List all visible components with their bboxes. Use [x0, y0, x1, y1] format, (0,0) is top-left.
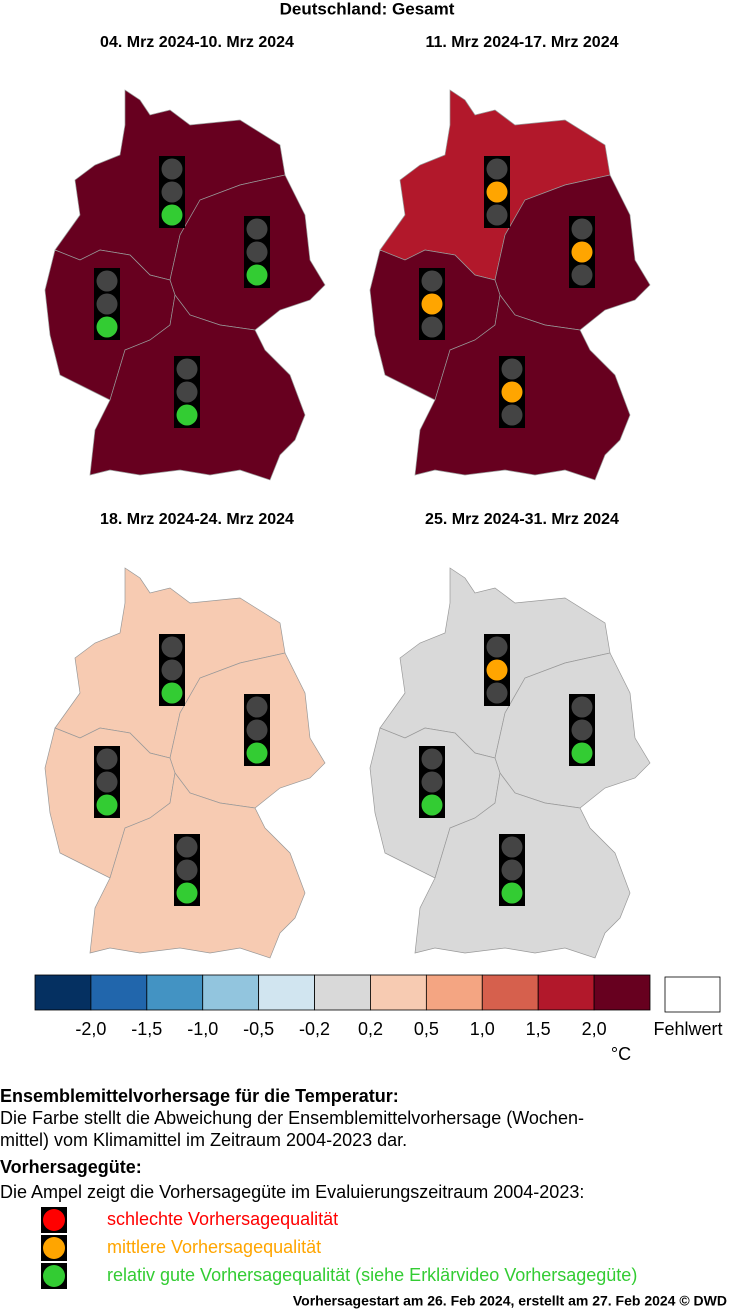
lamp — [501, 836, 523, 858]
footer: Vorhersagestart am 26. Feb 2024, erstell… — [293, 1293, 727, 1309]
description-line: Die Farbe stellt die Abweichung der Ense… — [0, 1108, 584, 1128]
lamp — [176, 882, 198, 904]
colorbar-label: -0,5 — [243, 1019, 274, 1039]
lamp — [96, 771, 118, 793]
description-heading: Ensemblemittelvorhersage für die Tempera… — [0, 1086, 399, 1106]
lamp — [96, 316, 118, 338]
missing-box — [664, 976, 721, 1013]
lamp — [571, 218, 593, 240]
lamp — [501, 859, 523, 881]
legend-label: mittlere Vorhersagequalität — [107, 1237, 321, 1257]
lamp — [571, 264, 593, 286]
colorbar-box — [481, 974, 539, 1011]
lamp — [571, 742, 593, 764]
lamp — [571, 719, 593, 741]
lamp — [421, 293, 443, 315]
lamp — [421, 794, 443, 816]
lamp — [96, 748, 118, 770]
colorbar-box — [314, 974, 371, 1011]
colorbar-label: 2,0 — [582, 1019, 607, 1039]
lamp — [486, 204, 508, 226]
lamp — [96, 293, 118, 315]
lamp — [501, 882, 523, 904]
lamp — [176, 859, 198, 881]
lamp — [246, 742, 268, 764]
colorbar-label: -1,5 — [131, 1019, 162, 1039]
colorbar-label: -0,2 — [299, 1019, 330, 1039]
legend-lamp — [43, 1265, 65, 1287]
quality-intro: Die Ampel zeigt die Vorhersagegüte im Ev… — [0, 1182, 584, 1202]
lamp — [501, 381, 523, 403]
colorbar-box — [425, 974, 483, 1011]
description-line: mittel) vom Klimamittel im Zeitraum 2004… — [0, 1130, 407, 1150]
lamp — [421, 748, 443, 770]
lamp — [501, 358, 523, 380]
colorbar-label: -2,0 — [75, 1019, 106, 1039]
colorbar-label: 0,2 — [358, 1019, 383, 1039]
quality-heading: Vorhersagegüte: — [0, 1157, 142, 1177]
colorbar-box — [202, 974, 260, 1011]
lamp — [486, 181, 508, 203]
colorbar-box — [370, 974, 427, 1011]
colorbar-label: 1,5 — [526, 1019, 551, 1039]
lamp — [571, 241, 593, 263]
lamp — [176, 404, 198, 426]
legend-lamp — [43, 1209, 65, 1231]
colorbar-box — [593, 974, 651, 1011]
colorbar-unit: °C — [611, 1044, 631, 1064]
lamp — [161, 181, 183, 203]
colorbar-box — [258, 974, 315, 1011]
lamp — [96, 270, 118, 292]
lamp — [571, 696, 593, 718]
legend-lamp — [43, 1237, 65, 1259]
lamp — [176, 358, 198, 380]
lamp — [486, 659, 508, 681]
lamp — [246, 719, 268, 741]
lamp — [96, 794, 118, 816]
missing-label: Fehlwert — [653, 1019, 722, 1039]
lamp — [421, 270, 443, 292]
lamp — [161, 659, 183, 681]
colorbar-label: -1,0 — [187, 1019, 218, 1039]
panel-title: 11. Mrz 2024-17. Mrz 2024 — [425, 34, 618, 51]
lamp — [246, 264, 268, 286]
colorbar-box — [34, 974, 92, 1011]
colorbar-box — [537, 974, 595, 1011]
title: Deutschland: Gesamt — [280, 0, 455, 18]
lamp — [421, 771, 443, 793]
lamp — [486, 636, 508, 658]
lamp — [246, 218, 268, 240]
panel-title: 18. Mrz 2024-24. Mrz 2024 — [100, 511, 294, 528]
lamp — [161, 204, 183, 226]
lamp — [161, 158, 183, 180]
lamp — [246, 241, 268, 263]
lamp — [161, 682, 183, 704]
legend-label: schlechte Vorhersagequalität — [107, 1209, 338, 1229]
panel-title: 25. Mrz 2024-31. Mrz 2024 — [425, 511, 619, 528]
legend-label: relativ gute Vorhersagequalität (siehe E… — [107, 1265, 637, 1285]
colorbar-label: 0,5 — [414, 1019, 439, 1039]
panel-title: 04. Mrz 2024-10. Mrz 2024 — [100, 34, 294, 51]
colorbar-box — [90, 974, 148, 1011]
lamp — [486, 158, 508, 180]
lamp — [501, 404, 523, 426]
lamp — [246, 696, 268, 718]
lamp — [486, 682, 508, 704]
lamp — [176, 836, 198, 858]
colorbar-box — [146, 974, 204, 1011]
lamp — [161, 636, 183, 658]
lamp — [176, 381, 198, 403]
lamp — [421, 316, 443, 338]
colorbar-label: 1,0 — [470, 1019, 495, 1039]
